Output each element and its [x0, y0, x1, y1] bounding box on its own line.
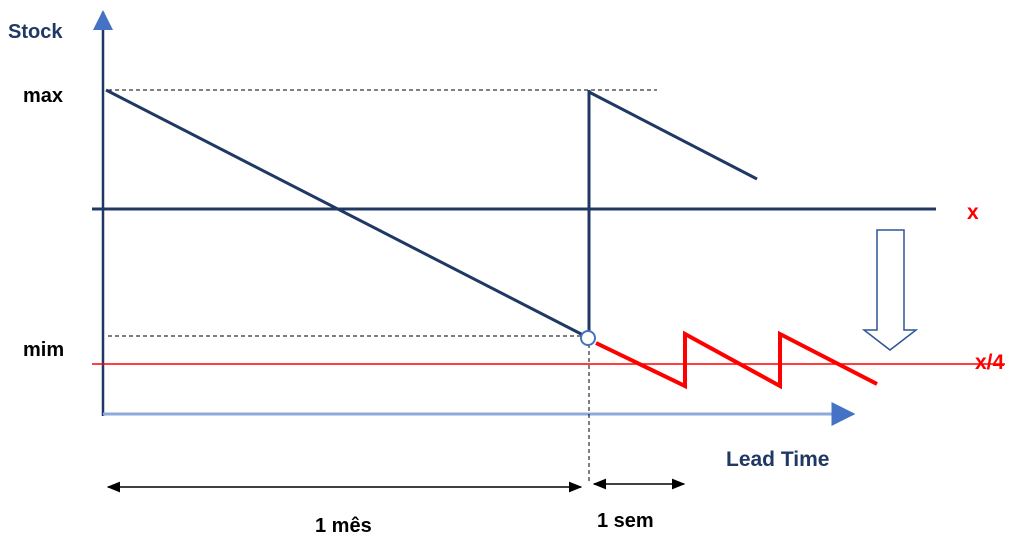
reduced-stock-sawtooth	[595, 330, 878, 390]
stock-decline-second-cycle	[588, 90, 758, 181]
stock-decline-first-cycle	[105, 88, 586, 338]
level-x-label: x	[967, 201, 979, 224]
interval-month-label: 1 mês	[315, 515, 372, 537]
x-axis-label: Lead Time	[726, 448, 829, 471]
level-min-label: mim	[23, 339, 64, 361]
y-axis-label: Stock	[8, 21, 63, 43]
reorder-point-marker	[580, 330, 596, 346]
level-x4-label: x/4	[975, 351, 1005, 374]
reduction-down-arrow-icon	[861, 229, 919, 351]
interval-week-label: 1 sem	[597, 510, 654, 532]
level-max-label: max	[23, 85, 63, 107]
